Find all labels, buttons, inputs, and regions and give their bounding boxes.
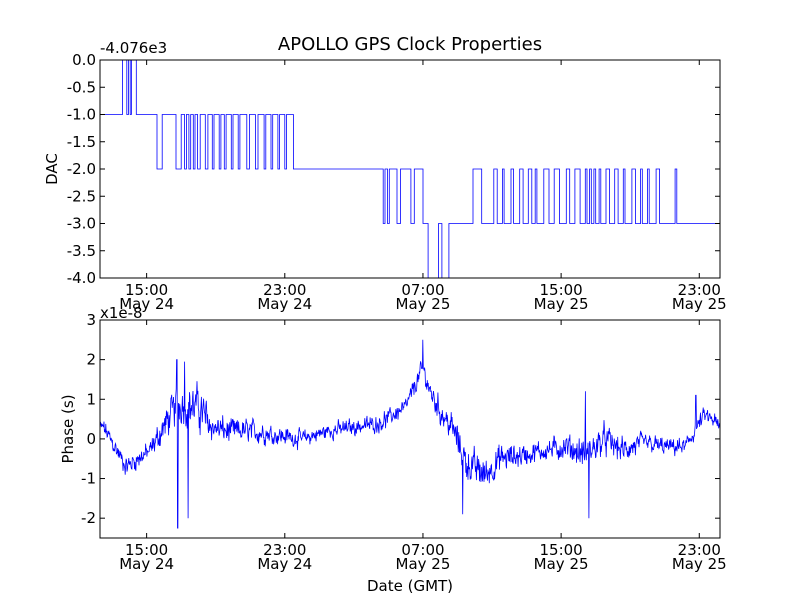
ytick-label: -0.5	[67, 78, 96, 96]
ytick-label: -2.0	[67, 160, 96, 178]
ytick-label: -1.0	[67, 106, 96, 124]
xtick-time-label: 23:00	[263, 281, 306, 299]
dac-series	[99, 59, 720, 279]
dac-step-line	[99, 59, 720, 279]
dac-offset-label: -4.076e3	[100, 39, 167, 57]
xtick-date-label: May 24	[257, 555, 312, 573]
phase-frame	[99, 319, 721, 539]
ytick-label: 0	[86, 430, 96, 448]
xtick-date-label: May 25	[534, 295, 589, 313]
chart-title: APOLLO GPS Clock Properties	[278, 34, 542, 55]
xtick-time-label: 15:00	[539, 541, 582, 559]
ytick-label: 1	[86, 390, 96, 408]
xtick-date-label: May 24	[119, 295, 174, 313]
xtick-time-label: 15:00	[125, 541, 168, 559]
xtick-time-label: 23:00	[678, 541, 721, 559]
phase-plot-area	[100, 320, 720, 538]
xtick-time-label: 15:00	[539, 281, 582, 299]
ytick-label: 2	[86, 351, 96, 369]
xtick-time-label: 07:00	[401, 541, 444, 559]
xtick-time-label: 23:00	[678, 281, 721, 299]
ytick-label: -3.0	[67, 215, 96, 233]
phase-ylabel: Phase (s)	[59, 394, 77, 463]
dac-frame	[99, 59, 721, 279]
phase-series	[99, 339, 721, 529]
ytick-label: -1.5	[67, 133, 96, 151]
xtick-date-label: May 25	[534, 555, 589, 573]
xtick-date-label: May 25	[672, 555, 727, 573]
phase-offset-label: x1e-8	[100, 304, 143, 322]
ytick-label: -4.0	[67, 269, 96, 287]
phase-line	[99, 339, 721, 529]
xtick-date-label: May 25	[396, 555, 451, 573]
phase-xlabel: Date (GMT)	[367, 577, 453, 595]
xtick-time-label: 23:00	[263, 541, 306, 559]
xtick-date-label: May 24	[257, 295, 312, 313]
xtick-date-label: May 25	[672, 295, 727, 313]
dac-axes: 0.0 -0.5 -1.0 -1.5 -2.0 -2.5 -3.0 -3.5 -4.0 15:00…	[43, 39, 727, 313]
dac-ylabel: DAC	[43, 153, 61, 185]
ytick-label: -2.5	[67, 187, 96, 205]
ytick-label: -3.5	[67, 242, 96, 260]
xtick-time-label: 07:00	[401, 281, 444, 299]
xtick-time-label: 15:00	[125, 281, 168, 299]
xtick-date-label: May 24	[119, 555, 174, 573]
ytick-label: -1	[81, 470, 96, 488]
ytick-label: -2	[81, 509, 96, 527]
dac-ticks: 0.0 -0.5 -1.0 -1.5 -2.0 -2.5 -3.0 -3.5 -4.0 15:00…	[67, 51, 727, 313]
ytick-label: 3	[86, 311, 96, 329]
ytick-label: 0.0	[72, 51, 96, 69]
xtick-date-label: May 25	[396, 295, 451, 313]
